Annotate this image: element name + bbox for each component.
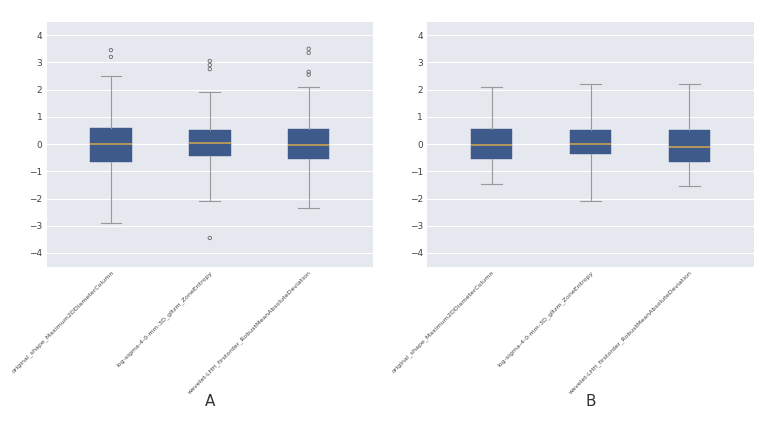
Text: A: A — [204, 394, 215, 409]
Text: B: B — [585, 394, 596, 409]
Point — [204, 61, 216, 68]
Point — [302, 49, 315, 56]
Point — [302, 71, 315, 78]
PathPatch shape — [471, 129, 512, 159]
Point — [302, 68, 315, 75]
Point — [204, 235, 216, 242]
PathPatch shape — [570, 130, 611, 154]
PathPatch shape — [669, 130, 710, 162]
Point — [204, 66, 216, 73]
Point — [302, 45, 315, 52]
Point — [105, 53, 117, 60]
PathPatch shape — [90, 128, 131, 162]
Point — [204, 58, 216, 64]
PathPatch shape — [288, 129, 329, 159]
PathPatch shape — [189, 130, 231, 157]
Point — [105, 47, 117, 54]
